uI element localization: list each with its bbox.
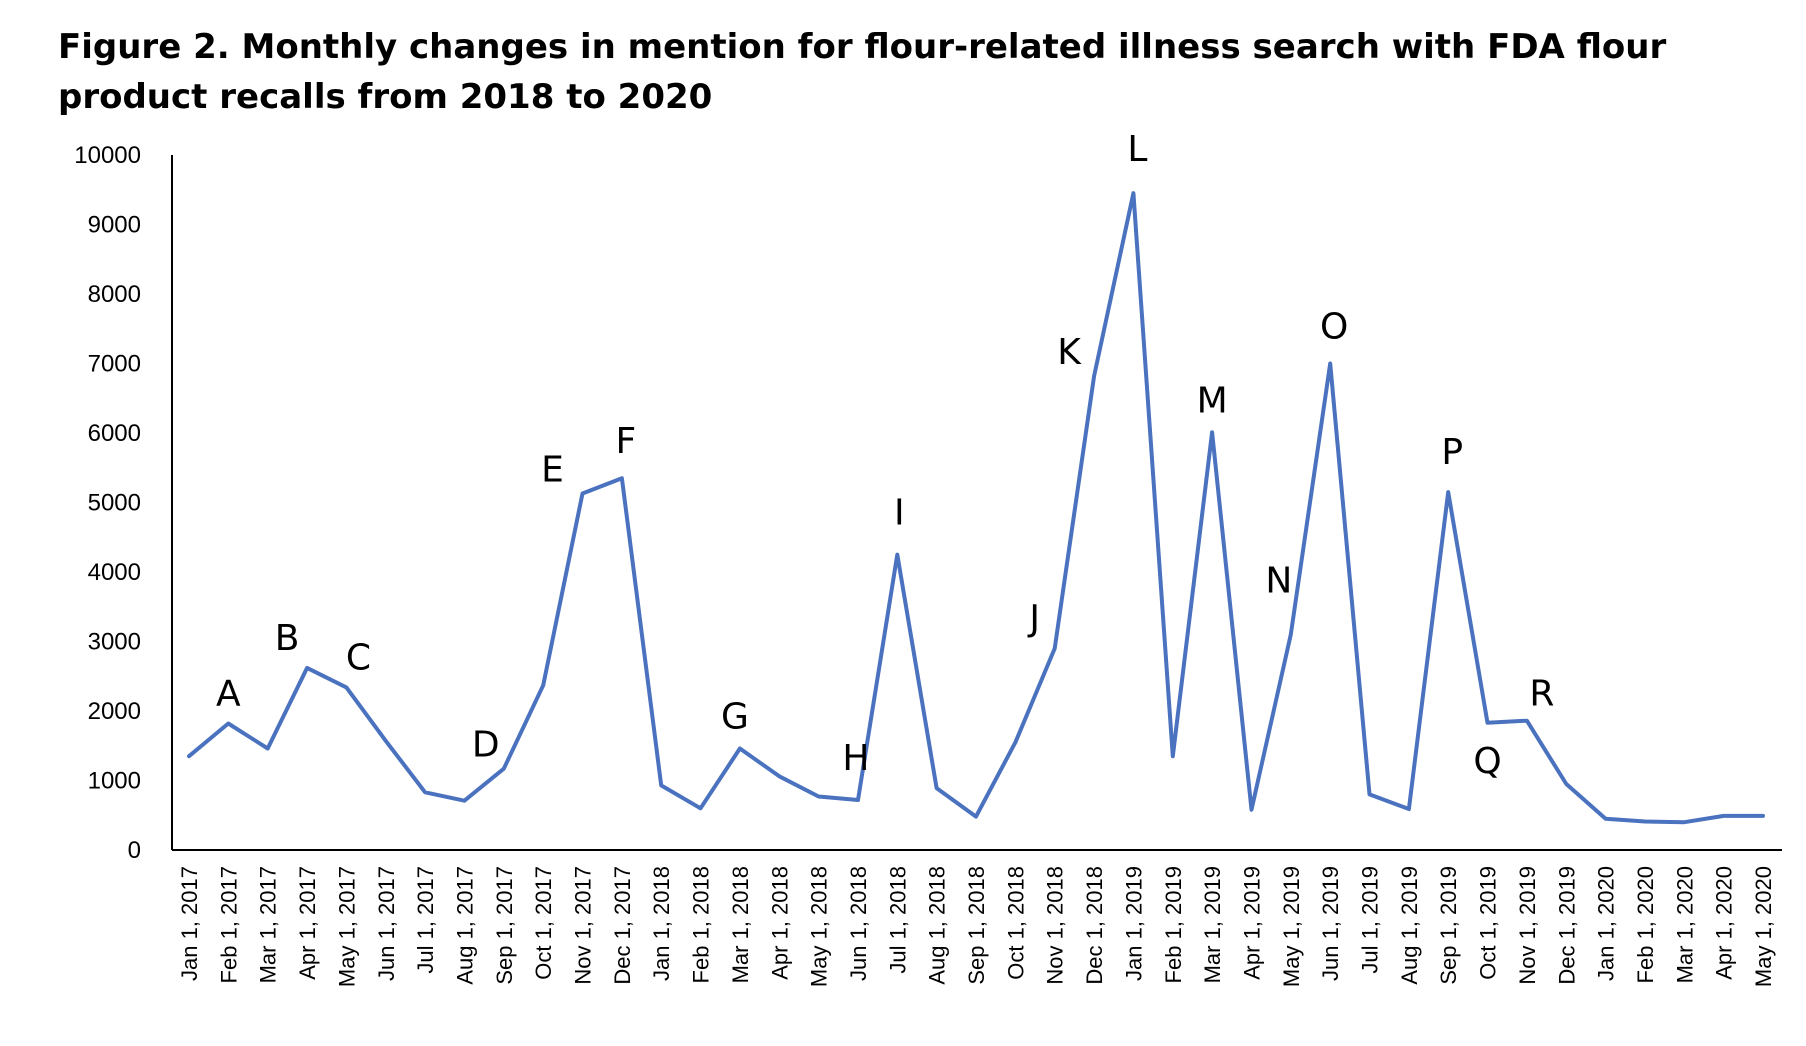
x-tick-label: Feb 1, 2019 [1161,866,1186,983]
x-tick-label: Jun 1, 2018 [846,866,871,981]
annotation-label: C [346,637,371,678]
x-tick-label: May 1, 2018 [807,866,832,987]
x-tick-label: Apr 1, 2017 [295,866,320,980]
annotation-label: M [1197,380,1228,421]
y-tick-label: 8000 [88,281,141,308]
x-tick-label: May 1, 2017 [334,866,359,987]
x-tick-label: Jun 1, 2017 [374,866,399,981]
annotation-label: D [472,725,500,766]
x-tick-label: Jan 1, 2020 [1594,866,1619,981]
annotation-label: N [1265,561,1292,602]
series-line [187,191,1765,825]
series-group [187,191,1765,825]
annotation-label: G [721,697,749,738]
annotation-label: H [842,738,869,779]
annotation-label: F [615,421,636,462]
annotation-label: E [541,449,564,490]
x-tick-label: Mar 1, 2020 [1672,866,1697,983]
y-axis-tick-labels: 0 1000 2000 3000 4000 5000 6000 7000 8000 9000 100… [74,142,141,864]
annotation-label: K [1057,332,1082,373]
y-tick-label: 4000 [88,559,141,586]
annotation-label: L [1127,129,1147,170]
x-tick-label: Dec 1, 2018 [1082,866,1107,985]
x-tick-label: Aug 1, 2017 [452,866,477,985]
x-tick-label: Dec 1, 2019 [1554,866,1579,985]
y-tick-label: 6000 [88,420,141,447]
x-tick-label: Mar 1, 2017 [256,866,281,983]
annotation-label: A [216,674,241,715]
annotation-label: P [1441,432,1463,473]
annotation-label: R [1529,674,1554,715]
y-tick-label: 2000 [88,698,141,725]
x-tick-label: Sep 1, 2019 [1436,866,1461,985]
x-tick-label: Apr 1, 2019 [1239,866,1264,980]
x-tick-label: Jan 1, 2017 [177,866,202,981]
x-tick-label: Oct 1, 2019 [1476,866,1501,980]
x-tick-label: Aug 1, 2019 [1397,866,1422,985]
chart-title: Figure 2. Monthly changes in mention for… [58,27,1667,117]
x-tick-label: Jun 1, 2019 [1318,866,1343,981]
annotation-label: J [1027,598,1040,639]
x-tick-label: Apr 1, 2020 [1712,866,1737,980]
x-tick-label: Feb 1, 2017 [216,866,241,983]
annotation-label: B [275,618,300,659]
x-tick-label: Feb 1, 2018 [689,866,714,983]
x-tick-label: Apr 1, 2018 [767,866,792,980]
x-tick-label: Aug 1, 2018 [925,866,950,985]
x-axis-tick-labels: Jan 1, 2017 Feb 1, 2017 Mar 1, 2017 Apr 1, … [177,866,1776,987]
y-tick-label: 1000 [88,768,141,795]
x-tick-label: Oct 1, 2018 [1003,866,1028,980]
annotation-label: O [1320,307,1348,348]
y-tick-label: 5000 [88,490,141,517]
axes [171,155,1782,851]
y-tick-label: 10000 [74,142,141,169]
x-tick-label: May 1, 2020 [1751,866,1776,987]
x-tick-label: Oct 1, 2017 [531,866,556,980]
x-tick-label: May 1, 2019 [1279,866,1304,987]
x-tick-label: Feb 1, 2020 [1633,866,1658,983]
x-tick-label: Sep 1, 2017 [492,866,517,985]
x-tick-label: Nov 1, 2017 [571,866,596,985]
x-tick-label: Jan 1, 2018 [649,866,674,981]
y-tick-label: 3000 [88,629,141,656]
x-tick-label: Nov 1, 2018 [1043,866,1068,985]
x-tick-label: Dec 1, 2017 [610,866,635,985]
x-tick-label: Nov 1, 2019 [1515,866,1540,985]
x-tick-label: Jul 1, 2019 [1358,866,1383,974]
y-tick-label: 7000 [88,351,141,378]
y-tick-label: 0 [128,837,141,864]
annotation-label: Q [1473,741,1501,782]
annotation-label: I [894,493,905,534]
annotation-labels: AB C D E F G H I J K L M N O P QR [216,129,1554,782]
x-tick-label: Mar 1, 2018 [728,866,753,983]
x-tick-label: Jan 1, 2019 [1121,866,1146,981]
x-tick-label: Mar 1, 2019 [1200,866,1225,983]
x-tick-label: Jul 1, 2018 [885,866,910,974]
y-tick-label: 9000 [88,212,141,239]
x-tick-label: Jul 1, 2017 [413,866,438,974]
x-tick-label: Sep 1, 2018 [964,866,989,985]
